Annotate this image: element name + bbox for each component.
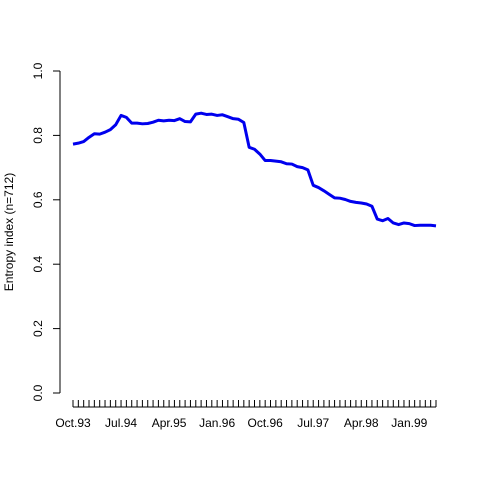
y-tick-label: 0.6 [31,191,45,208]
y-tick-label: 0.2 [31,320,45,337]
x-tick-label: Jul.94 [105,416,137,430]
x-tick-label: Apr.98 [344,416,379,430]
series-layer [72,111,437,228]
x-tick-label: Oct.93 [55,416,91,430]
x-tick-label: Apr.95 [152,416,187,430]
y-tick-label: 0.0 [31,384,45,401]
y-tick-label: 0.4 [31,256,45,273]
series-line [72,111,437,228]
y-axis-title: Entropy index (n=712) [2,173,16,291]
y-tick-label: 0.8 [31,127,45,144]
x-tick-label: Jan.96 [199,416,235,430]
x-tick-label: Oct.96 [247,416,283,430]
x-tick-label: Jul.97 [297,416,329,430]
x-axis: Oct.93 Jul.94 Apr.95 Jan.96 Oct.96 Jul.97 Apr.… [55,400,437,430]
y-tick-label: 1.0 [31,62,45,79]
x-tick-label: Jan.99 [391,416,427,430]
y-axis: 0.0 0.2 0.4 0.6 0.8 1.0 [31,62,61,401]
